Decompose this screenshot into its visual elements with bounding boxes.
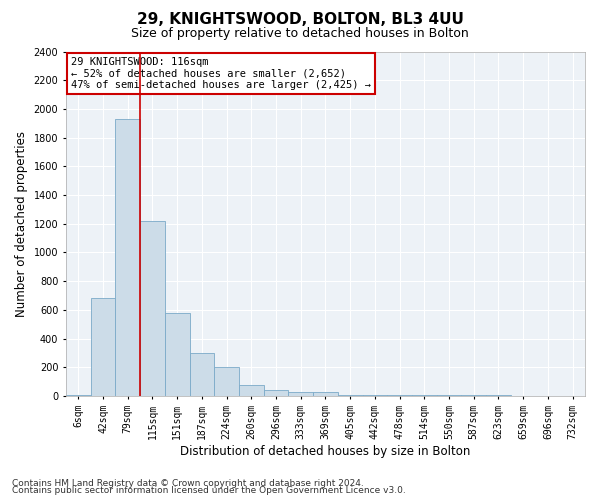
Bar: [115, 119, 140, 396]
Text: Contains public sector information licensed under the Open Government Licence v3: Contains public sector information licen…: [12, 486, 406, 495]
Bar: [165, 313, 190, 396]
Text: 29 KNIGHTSWOOD: 116sqm
← 52% of detached houses are smaller (2,652)
47% of semi-: 29 KNIGHTSWOOD: 116sqm ← 52% of detached…: [71, 56, 371, 90]
Y-axis label: Number of detached properties: Number of detached properties: [15, 131, 28, 317]
Bar: [362, 394, 387, 396]
Bar: [263, 390, 289, 396]
Bar: [140, 221, 165, 396]
Bar: [190, 353, 214, 396]
Bar: [214, 368, 239, 396]
Text: Contains HM Land Registry data © Crown copyright and database right 2024.: Contains HM Land Registry data © Crown c…: [12, 478, 364, 488]
Bar: [338, 394, 362, 396]
Text: Size of property relative to detached houses in Bolton: Size of property relative to detached ho…: [131, 28, 469, 40]
Bar: [66, 394, 91, 396]
Bar: [313, 392, 338, 396]
X-axis label: Distribution of detached houses by size in Bolton: Distribution of detached houses by size …: [180, 444, 470, 458]
Bar: [412, 394, 437, 396]
Bar: [387, 394, 412, 396]
Bar: [239, 386, 263, 396]
Bar: [289, 392, 313, 396]
Text: 29, KNIGHTSWOOD, BOLTON, BL3 4UU: 29, KNIGHTSWOOD, BOLTON, BL3 4UU: [137, 12, 463, 28]
Bar: [91, 298, 115, 396]
